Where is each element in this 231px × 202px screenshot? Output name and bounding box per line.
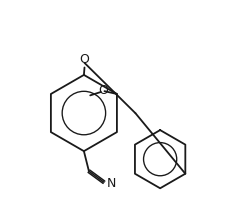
Text: O: O — [79, 53, 88, 66]
Text: N: N — [106, 177, 116, 190]
Text: O: O — [97, 84, 107, 97]
